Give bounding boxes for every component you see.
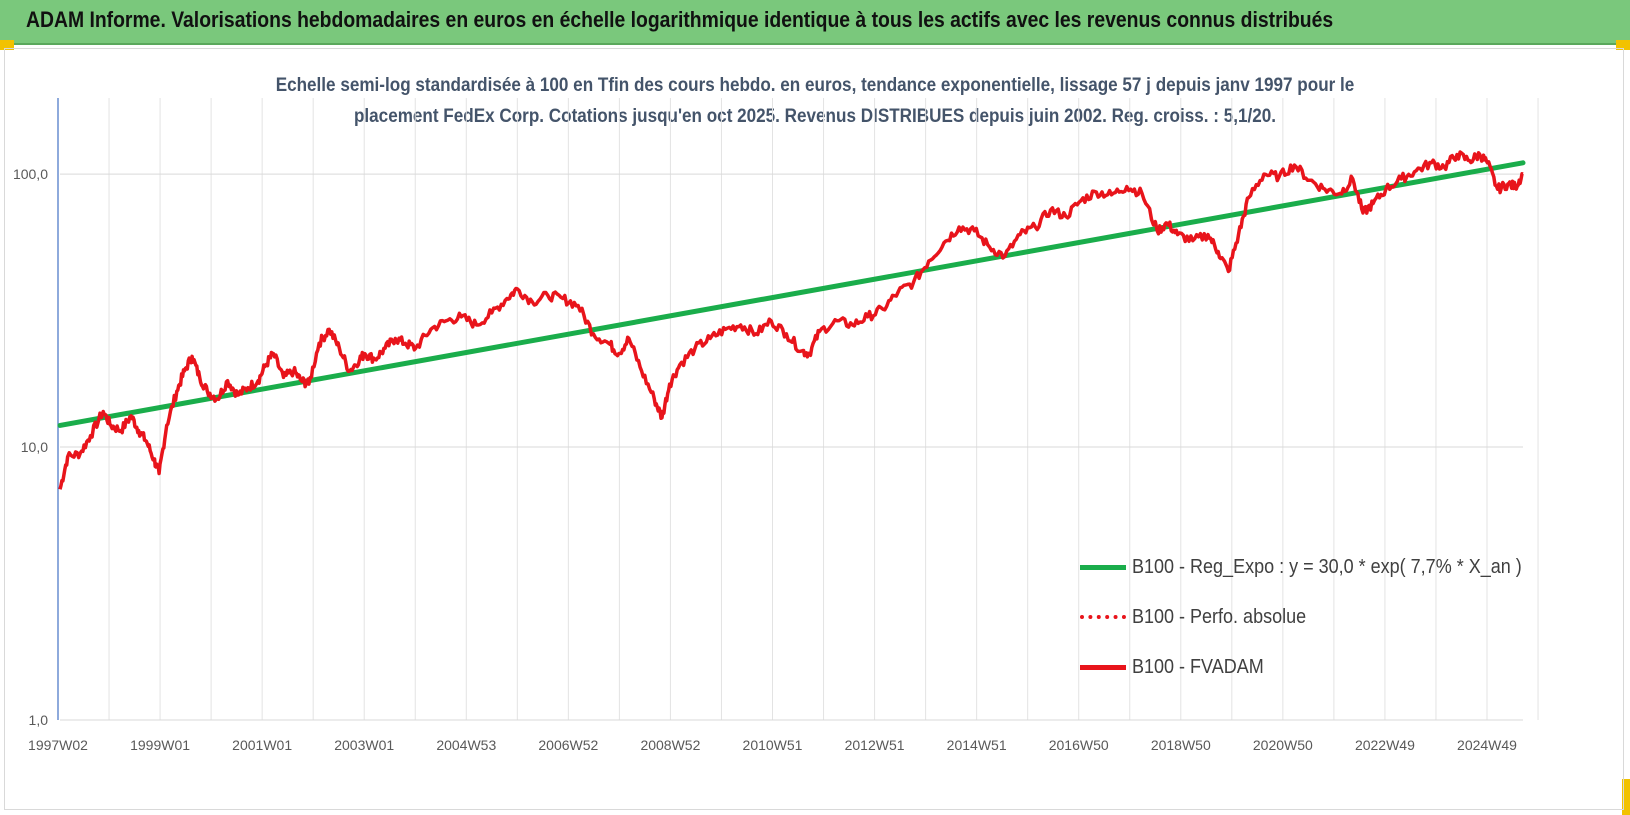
- legend-item-regression: B100 - Reg_Expo : y = 30,0 * exp( 7,7% *…: [1080, 542, 1565, 592]
- chart-title: Echelle semi-log standardisée à 100 en T…: [262, 70, 1369, 132]
- regression-line: [57, 160, 1526, 428]
- y-tick-label: 1,0: [29, 712, 49, 728]
- x-tick-label: 2010W51: [743, 737, 803, 753]
- legend-swatch-regression: [1080, 564, 1126, 570]
- x-tick-label: 2018W50: [1151, 737, 1211, 753]
- legend-item-perfo: B100 - Perfo. absolue: [1080, 592, 1565, 642]
- x-tick-label: 2006W52: [538, 737, 598, 753]
- legend-label-fvadam: B100 - FVADAM: [1132, 655, 1264, 678]
- legend-label-perfo: B100 - Perfo. absolue: [1132, 605, 1307, 628]
- x-tick-label: 2008W52: [640, 737, 700, 753]
- x-tick-label: 2001W01: [232, 737, 292, 753]
- fvadam-line: [58, 150, 1524, 490]
- corner-marker-bottom-right: [1622, 779, 1630, 815]
- legend-swatch-fvadam: [1080, 664, 1126, 670]
- x-tick-label: 1997W02: [28, 737, 88, 753]
- axis-layer: 1,0 10,0 100,0 1997W02 1999W01 2001W01 2003W01…: [13, 98, 1517, 753]
- corner-marker-top-left: [0, 40, 14, 50]
- corner-marker-top-right: [1616, 40, 1630, 50]
- x-tick-label: 2004W53: [436, 737, 496, 753]
- legend: B100 - Reg_Expo : y = 30,0 * exp( 7,7% *…: [1080, 542, 1565, 692]
- y-tick-label: 100,0: [13, 166, 48, 182]
- x-tick-label: 2003W01: [334, 737, 394, 753]
- x-tick-label: 2014W51: [947, 737, 1007, 753]
- x-tick-label: 2024W49: [1457, 737, 1517, 753]
- chart-frame: [4, 48, 1624, 810]
- x-tick-label: 2012W51: [845, 737, 905, 753]
- y-tick-label: 10,0: [21, 439, 48, 455]
- chart-title-line-2: placement FedEx Corp. Cotations jusqu'en…: [353, 106, 1277, 127]
- x-tick-label: 2022W49: [1355, 737, 1415, 753]
- chart-title-line-1: Echelle semi-log standardisée à 100 en T…: [275, 75, 1355, 96]
- series-layer: [57, 150, 1526, 490]
- banner-title: ADAM Informe. Valorisations hebdomadaire…: [26, 7, 1334, 32]
- x-tick-label: 2020W50: [1253, 737, 1313, 753]
- x-tick-label: 1999W01: [130, 737, 190, 753]
- legend-label-regression: B100 - Reg_Expo : y = 30,0 * exp( 7,7% *…: [1132, 555, 1522, 578]
- legend-item-fvadam: B100 - FVADAM: [1080, 642, 1565, 692]
- legend-swatch-perfo: [1080, 615, 1126, 619]
- banner: ADAM Informe. Valorisations hebdomadaire…: [0, 0, 1630, 45]
- x-tick-label: 2016W50: [1049, 737, 1109, 753]
